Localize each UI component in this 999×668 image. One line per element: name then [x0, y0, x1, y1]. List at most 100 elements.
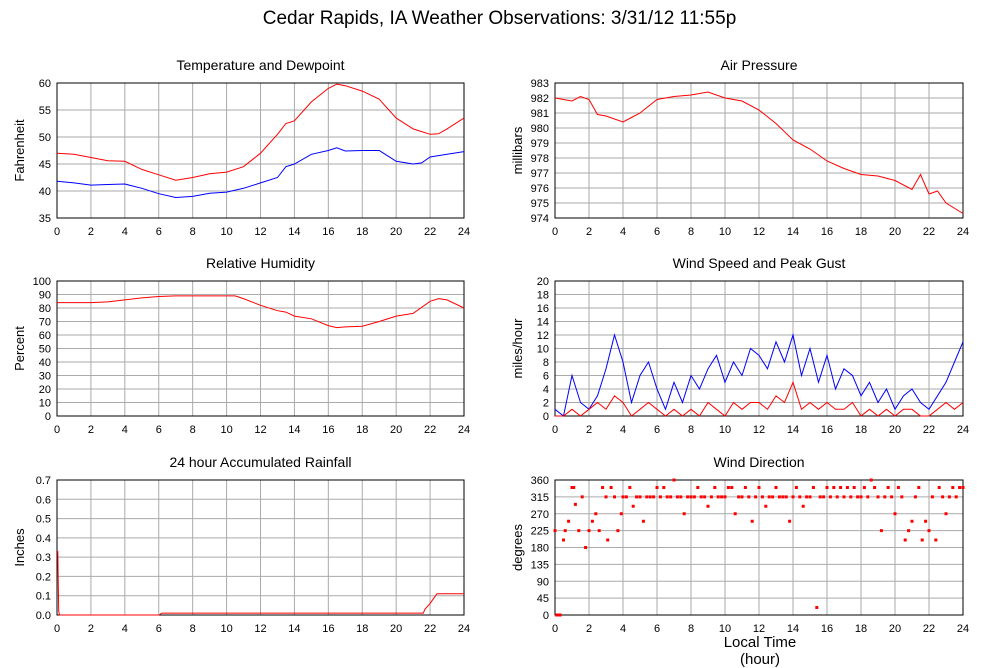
y-tick-label: 0.5 — [36, 514, 51, 526]
x-tick-label: 12 — [753, 623, 765, 635]
scatter-point — [594, 512, 598, 516]
x-tick-label: 10 — [719, 424, 731, 436]
scatter-point — [917, 486, 921, 489]
plot-frame — [554, 82, 964, 219]
scatter-point — [907, 529, 911, 533]
y-axis-label: miles/hour — [510, 318, 525, 379]
scatter-point — [562, 538, 565, 542]
scatter-point — [709, 495, 713, 499]
scatter-point — [805, 495, 809, 499]
x-tick-label: 24 — [458, 226, 470, 238]
x-tick-label: 20 — [390, 424, 402, 436]
chart-title: 24 hour Accumulated Rainfall — [169, 454, 351, 470]
y-tick-label: 0 — [543, 610, 549, 622]
x-tick-label: 2 — [586, 226, 592, 238]
scatter-point — [927, 529, 931, 533]
x-tick-label: 22 — [424, 226, 436, 238]
x-tick-label: 20 — [390, 226, 402, 238]
scatter-point — [869, 478, 873, 482]
x-tick-label: 10 — [719, 226, 731, 238]
scatter-point — [757, 486, 761, 489]
x-tick-label: 6 — [654, 226, 660, 238]
scatter-point — [699, 495, 703, 499]
scatter-point — [781, 495, 785, 499]
x-tick-label: 2 — [88, 226, 94, 238]
x-tick-label: 14 — [787, 623, 799, 635]
x-tick-label: 10 — [719, 623, 731, 635]
scatter-point — [954, 495, 958, 499]
x-tick-label: 22 — [923, 623, 935, 635]
series-line-red — [56, 83, 465, 181]
x-tick-label: 14 — [288, 226, 300, 238]
x-tick-label: 20 — [889, 226, 901, 238]
y-tick-label: 0.3 — [36, 552, 51, 564]
y-tick-label: 360 — [531, 475, 549, 487]
scatter-point — [572, 486, 576, 489]
scatter-point — [747, 495, 751, 499]
scatter-point — [601, 486, 605, 489]
scatter-point — [842, 495, 846, 499]
x-tick-label: 22 — [923, 424, 935, 436]
x-tick-label: 14 — [288, 424, 300, 436]
y-tick-label: 55 — [39, 105, 51, 117]
scatter-point — [764, 504, 768, 508]
panel-wind-direction: 0 2 4 6 8 10 12 14 16 18 20 22 240459013518022527031… — [510, 454, 969, 635]
x-tick-label: 0 — [54, 623, 60, 635]
scatter-point — [777, 495, 781, 499]
x-tick-label: 8 — [688, 623, 694, 635]
y-tick-label: 982 — [531, 93, 549, 105]
x-tick-label: 4 — [620, 424, 626, 436]
chart-title: Relative Humidity — [206, 255, 315, 271]
scatter-point — [577, 529, 581, 533]
scatter-point — [662, 486, 666, 489]
scatter-point — [784, 495, 788, 499]
x-tick-label: 12 — [753, 226, 765, 238]
scatter-point — [818, 495, 822, 499]
x-tick-label: 22 — [424, 623, 436, 635]
scatter-point — [703, 495, 707, 499]
scatter-point — [641, 519, 645, 523]
x-tick-label: 4 — [620, 623, 626, 635]
y-tick-label: 983 — [531, 78, 549, 90]
scatter-point — [624, 495, 628, 499]
scatter-point — [733, 512, 737, 516]
scatter-point — [570, 486, 574, 489]
x-tick-label: 6 — [654, 424, 660, 436]
chart-title: Wind Direction — [713, 454, 804, 470]
scatter-point — [873, 486, 877, 489]
x-tick-label: 18 — [356, 424, 368, 436]
scatter-point — [682, 512, 686, 516]
x-tick-label: 6 — [156, 226, 162, 238]
x-tick-label: 24 — [458, 623, 470, 635]
scatter-point — [876, 495, 880, 499]
x-tick-label: 16 — [821, 226, 833, 238]
x-tick-label: 8 — [190, 226, 196, 238]
scatter-point — [587, 529, 591, 533]
scatter-point — [825, 486, 829, 489]
y-tick-label: 50 — [39, 344, 51, 356]
y-tick-label: 974 — [531, 213, 549, 225]
x-tick-label: 18 — [356, 623, 368, 635]
x-tick-label: 4 — [122, 623, 128, 635]
scatter-point — [713, 486, 717, 489]
y-tick-label: 50 — [39, 132, 51, 144]
y-tick-label: 270 — [531, 509, 549, 521]
x-tick-label: 14 — [787, 424, 799, 436]
y-tick-label: 0.4 — [36, 533, 51, 545]
x-tick-label: 16 — [322, 226, 334, 238]
y-tick-label: 978 — [531, 153, 549, 165]
scatter-point — [849, 495, 853, 499]
scatter-point — [859, 495, 863, 499]
y-tick-label: 976 — [531, 183, 549, 195]
scatter-point — [845, 486, 849, 489]
scatter-point — [862, 486, 866, 489]
x-tick-label: 16 — [322, 623, 334, 635]
x-tick-label: 6 — [654, 623, 660, 635]
y-tick-label: 2 — [543, 398, 549, 410]
y-tick-label: 10 — [537, 344, 549, 356]
scatter-point — [822, 495, 826, 499]
scatter-point — [720, 495, 724, 499]
scatter-point — [716, 495, 720, 499]
scatter-point — [883, 495, 887, 499]
scatter-point — [689, 495, 693, 499]
